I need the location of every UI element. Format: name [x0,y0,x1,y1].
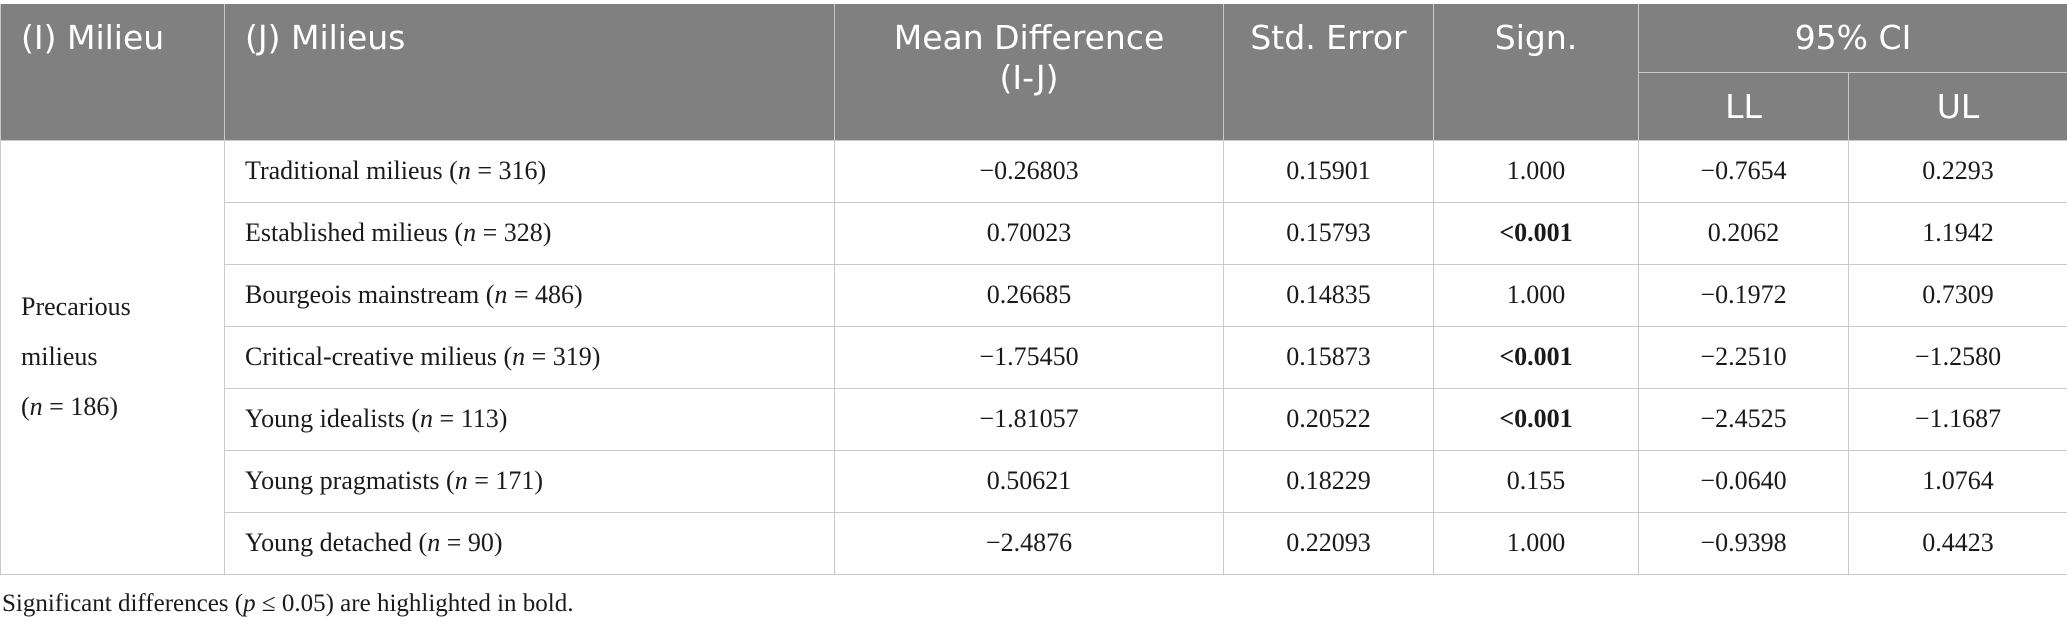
cell-ul: 0.4423 [1848,511,2067,575]
cell-ll: −0.9398 [1638,511,1849,575]
header-j-milieus: (J) Milieus [224,4,835,141]
cell-ll: −0.1972 [1638,263,1849,327]
cell-std-error: 0.22093 [1223,511,1434,575]
cell-std-error: 0.18229 [1223,449,1434,513]
table-row: Established milieus (n = 328) 0.70023 0.15… [1,201,2067,265]
cell-milieu-name: Critical-creative milieus (n = 319) [224,325,835,389]
cell-ll: −2.2510 [1638,325,1849,389]
header-mean-difference-line1: Mean Difference [893,18,1165,57]
cell-mean-difference: 0.50621 [834,449,1224,513]
cell-std-error: 0.15873 [1223,325,1434,389]
header-ul: UL [1848,72,2067,141]
header-mean-difference: Mean Difference (I-J) [834,4,1224,141]
cell-sign: 0.155 [1433,449,1639,513]
cell-milieu-name: Young idealists (n = 113) [224,387,835,451]
cell-sign: 1.000 [1433,511,1639,575]
cell-milieu-name: Established milieus (n = 328) [224,201,835,265]
cell-mean-difference: −2.4876 [834,511,1224,575]
cell-mean-difference: 0.26685 [834,263,1224,327]
table-row: Critical-creative milieus (n = 319) −1.75… [1,325,2067,389]
table-row: Bourgeois mainstream (n = 486) 0.26685 0.1… [1,263,2067,327]
cell-sign: 1.000 [1433,263,1639,327]
cell-ll: 0.2062 [1638,201,1849,265]
cell-mean-difference: −1.81057 [834,387,1224,451]
cell-mean-difference: −0.26803 [834,139,1224,203]
cell-std-error: 0.20522 [1223,387,1434,451]
cell-ll: −0.0640 [1638,449,1849,513]
header-std-error: Std. Error [1223,4,1434,141]
cell-ul: 0.2293 [1848,139,2067,203]
table-row: Young idealists (n = 113) −1.81057 0.20522… [1,387,2067,451]
cell-sign: <0.001 [1433,387,1639,451]
cell-milieu-name: Young pragmatists (n = 171) [224,449,835,513]
cell-std-error: 0.15793 [1223,201,1434,265]
cell-ul: 1.1942 [1848,201,2067,265]
cell-sign: <0.001 [1433,201,1639,265]
cell-std-error: 0.15901 [1223,139,1434,203]
cell-ll: −2.4525 [1638,387,1849,451]
cell-ul: 0.7309 [1848,263,2067,327]
header-95-ci: 95% CI [1638,4,2067,73]
cell-milieu-name: Bourgeois mainstream (n = 486) [224,263,835,327]
post-hoc-comparison-table: (I) Milieu (J) Milieus Mean Difference (… [0,4,2067,575]
cell-mean-difference: 0.70023 [834,201,1224,265]
cell-ul: −1.1687 [1848,387,2067,451]
table-body: Precarious milieus (n = 186) Traditional mi… [0,139,2067,575]
cell-sign: <0.001 [1433,325,1639,389]
group-cell-precarious-milieus: Precarious milieus (n = 186) [0,139,225,575]
cell-sign: 1.000 [1433,139,1639,203]
cell-std-error: 0.14835 [1223,263,1434,327]
header-mean-difference-line2: (I-J) [999,58,1059,97]
header-sign: Sign. [1433,4,1639,141]
cell-ul: 1.0764 [1848,449,2067,513]
table-row: Young pragmatists (n = 171) 0.50621 0.1822… [1,449,2067,513]
cell-milieu-name: Traditional milieus (n = 316) [224,139,835,203]
cell-mean-difference: −1.75450 [834,325,1224,389]
header-ll: LL [1638,72,1849,141]
table-footnote: Significant differences (p ≤ 0.05) are h… [2,590,574,617]
table-row: Precarious milieus (n = 186) Traditional mi… [0,139,2067,575]
table-row: Young detached (n = 90) −2.4876 0.22093 1.0… [1,511,2067,575]
cell-ll: −0.7654 [1638,139,1849,203]
cell-ul: −1.2580 [1848,325,2067,389]
header-i-milieu: (I) Milieu [0,4,225,141]
cell-milieu-name: Young detached (n = 90) [224,511,835,575]
